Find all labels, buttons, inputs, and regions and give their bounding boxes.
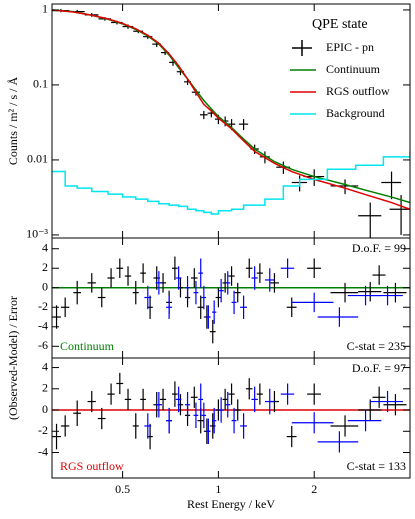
dof-label: D.o.F. = 99 (352, 241, 406, 255)
model-label: RGS outflow (60, 459, 124, 473)
plot-area (52, 256, 410, 344)
background-line (52, 151, 410, 215)
cstat-label: C-stat = 235 (347, 339, 406, 353)
y-axis-label: (Observed-Model) / Error (6, 296, 20, 420)
y-tick-label: 2 (42, 381, 48, 395)
y-tick-label: 4 (42, 359, 48, 373)
y-tick-label: 4 (42, 240, 48, 254)
y-tick-label: -6 (38, 338, 48, 352)
legend-label: RGS outflow (326, 84, 390, 98)
y-tick-label: 2 (42, 260, 48, 274)
y-axis-label: Counts / m² / s / Å (6, 77, 20, 166)
y-tick-label: 0.01 (27, 152, 48, 166)
legend-label: EPIC - pn (326, 40, 374, 54)
dof-label: D.o.F. = 97 (352, 361, 406, 375)
x-tick-label: 1 (215, 482, 221, 496)
panel-frame (51, 357, 411, 479)
y-tick-label: 1 (42, 2, 48, 16)
plot-area (52, 372, 410, 453)
y-tick-label: 0 (42, 402, 48, 416)
y-tick-label: -4 (38, 444, 48, 458)
y-tick-label: -2 (38, 423, 48, 437)
legend-title: QPE state (312, 17, 368, 32)
y-tick-label: -2 (38, 299, 48, 313)
y-tick-label: 10⁻³ (26, 227, 48, 241)
cstat-label: C-stat = 133 (347, 459, 406, 473)
y-tick-label: 0 (42, 280, 48, 294)
y-tick-label: 0.1 (33, 77, 48, 91)
legend-label: Continuum (326, 62, 381, 76)
x-tick-label: 2 (311, 482, 317, 496)
x-axis-label: Rest Energy / keV (187, 497, 275, 511)
y-tick-label: -4 (38, 319, 48, 333)
x-tick-label: 0.5 (115, 482, 130, 496)
model-label: Continuum (60, 339, 115, 353)
legend-label: Background (326, 106, 385, 120)
plot-area (52, 8, 410, 238)
